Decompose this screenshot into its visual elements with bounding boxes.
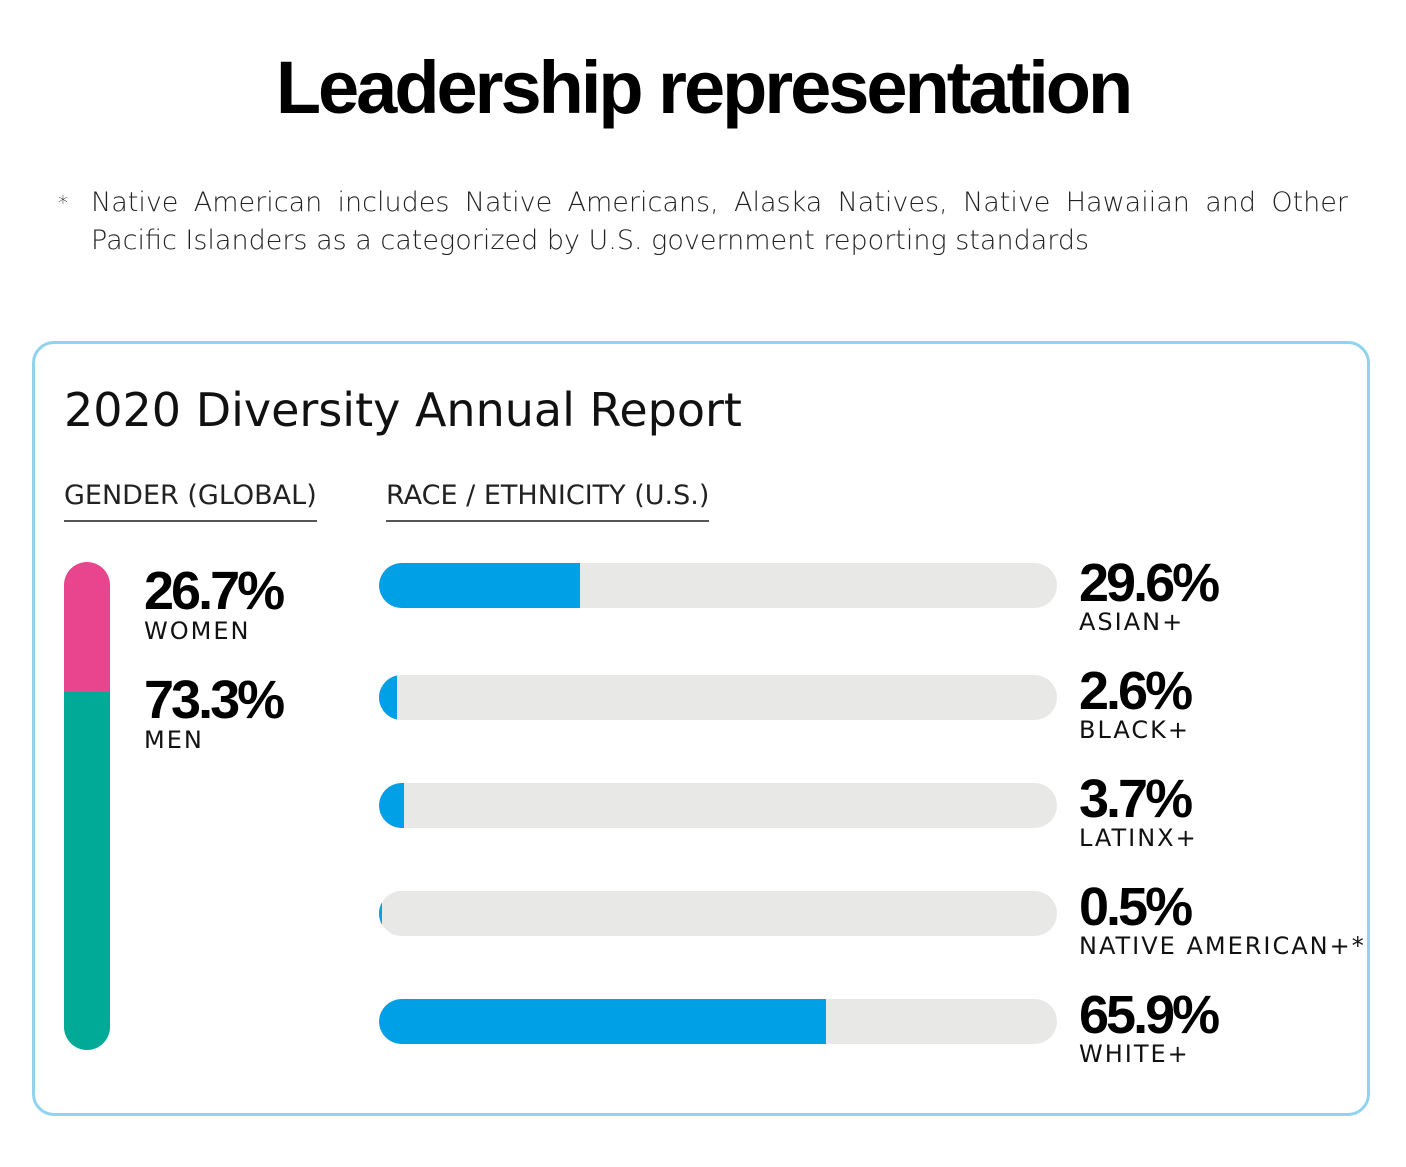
race-bar-track-asian [379, 563, 1057, 608]
footnote: * Native American includes Native Americ… [58, 184, 1348, 260]
footnote-text: Native American includes Native American… [91, 187, 1348, 256]
race-bar-track-native-american [379, 891, 1057, 936]
race-label-black: BLACK+ [1079, 716, 1190, 744]
race-label-latinx: LATINX+ [1079, 824, 1198, 852]
gender-bar-women-segment [64, 562, 110, 693]
race-bar-fill-native-american [379, 891, 383, 936]
card-title: 2020 Diversity Annual Report [64, 383, 742, 437]
race-bar-fill-asian [379, 563, 580, 608]
gender-bar [64, 562, 110, 1050]
race-value-latinx: 3.7% [1079, 769, 1193, 829]
race-value-asian: 29.6% [1079, 553, 1220, 613]
race-label-asian: ASIAN+ [1079, 608, 1185, 636]
race-bar-track-white [379, 999, 1057, 1044]
race-bar-fill-white [379, 999, 826, 1044]
race-value-white: 65.9% [1079, 985, 1220, 1045]
gender-section-label: GENDER (GLOBAL) [64, 478, 317, 522]
race-bar-track-latinx [379, 783, 1057, 828]
race-value-black: 2.6% [1079, 661, 1193, 721]
gender-bar-men-segment [64, 692, 110, 1050]
women-value: 26.7% [144, 561, 285, 621]
race-bar-track-black [379, 675, 1057, 720]
page-title: Leadership representation [275, 46, 1133, 129]
men-value: 73.3% [144, 670, 285, 730]
race-value-native-american: 0.5% [1079, 877, 1193, 937]
report-card [32, 341, 1370, 1116]
footnote-asterisk: * [58, 191, 68, 215]
race-bar-fill-black [379, 675, 397, 720]
women-label: WOMEN [144, 617, 251, 645]
race-label-white: WHITE+ [1079, 1040, 1190, 1068]
men-label: MEN [144, 726, 204, 754]
race-label-native-american: NATIVE AMERICAN+* [1079, 932, 1366, 960]
race-section-label: RACE / ETHNICITY (U.S.) [386, 478, 710, 522]
